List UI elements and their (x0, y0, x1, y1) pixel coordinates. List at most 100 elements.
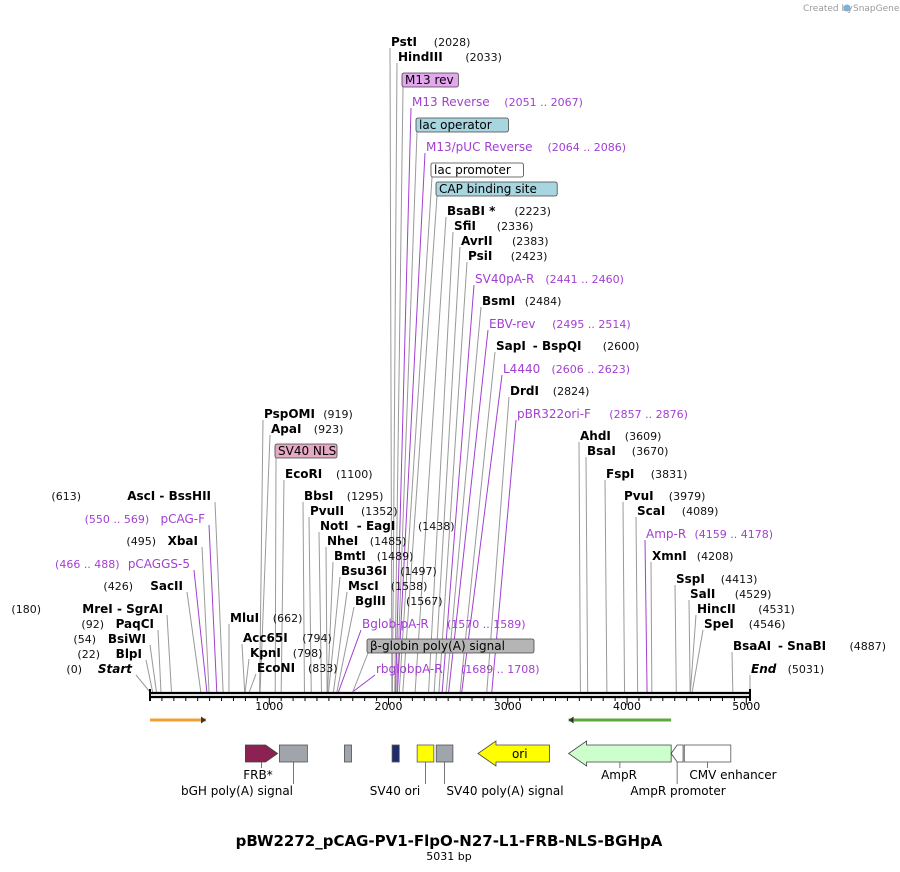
site-position: (54) (73, 633, 96, 646)
feature-box (401, 72, 459, 88)
feature-label: AmpR (601, 768, 637, 782)
feature-ampr-promoter (670, 744, 684, 763)
site-leader (445, 306, 482, 693)
feature-sv40-poly-a-signal (435, 744, 454, 763)
site-position: (923) (314, 423, 344, 436)
site-leader (201, 546, 210, 693)
site-leader (214, 501, 224, 693)
site-leader (433, 246, 461, 693)
primer-label: EBV-rev (489, 317, 535, 331)
site-position: (92) (81, 618, 104, 631)
feature-box (430, 162, 524, 178)
site-label: SspI (676, 572, 705, 586)
site-position: (3609) (625, 430, 662, 443)
site-leader (280, 479, 285, 693)
site-label: SacII (150, 579, 183, 593)
site-leader (135, 674, 151, 693)
feature-box-leader (402, 195, 438, 693)
site-label: ApaI (271, 422, 301, 436)
axis-tick-label: 1000 (255, 700, 283, 713)
site-label: BsmI (482, 294, 515, 308)
site-position: (22) (77, 648, 100, 661)
site-position: (2383) (512, 235, 549, 248)
primer-label: rbglobpA-R (376, 662, 443, 676)
site-leader (428, 231, 454, 693)
site-position: (662) (273, 612, 303, 625)
primer-leader (395, 107, 412, 693)
site-position: (1100) (336, 468, 373, 481)
site-position: (4089) (682, 505, 719, 518)
feature-label: CMV enhancer (689, 768, 776, 782)
primer-position: (2441 .. 2460) (545, 273, 624, 286)
site-label: FspI (606, 467, 634, 481)
site-label: NotI (320, 519, 349, 533)
site-label: BlpI (116, 647, 142, 661)
axis-tick-label: 5000 (732, 700, 760, 713)
primer-label: L4440 (503, 362, 540, 376)
feature-label: AmpR promoter (630, 784, 725, 798)
axis-tick-label: 2000 (375, 700, 403, 713)
site-leader (731, 651, 734, 693)
feature-box (274, 443, 338, 459)
site-position: (1567) (406, 595, 443, 608)
site-leader (691, 629, 704, 693)
site-label: Bsu36I (341, 564, 387, 578)
map-subtitle: 5031 bp (426, 850, 471, 863)
site-position: (4529) (735, 588, 772, 601)
site-label: EcoNI (257, 661, 295, 675)
site-label: BsaI (587, 444, 616, 458)
primer-label: pCAG-F (160, 512, 205, 526)
map-title: pBW2272_pCAG-PV1-FlpO-N27-L1-FRB-NLS-BGH… (236, 832, 663, 850)
site-label: SfiI (454, 219, 476, 233)
site-position: (4208) (697, 550, 734, 563)
site-position: (794) (302, 632, 332, 645)
site-leader (166, 614, 172, 693)
site-labels: PstI (2028)HindIII (2033) BsaBI * (2223) SfiI… (11, 35, 886, 676)
site-leader (302, 501, 305, 693)
site-label: PsiI (468, 249, 492, 263)
primer-leader (396, 152, 426, 693)
site-leader (308, 516, 312, 693)
site-label: Acc65I (243, 631, 288, 645)
feature-label: bGH poly(A) signal (181, 784, 293, 798)
site-position: (1538) (391, 580, 428, 593)
primer-label: pCAGGS-5 (128, 557, 190, 571)
site-label: AhdI (580, 429, 611, 443)
site-leader (336, 606, 355, 693)
feature-box-label: β-globin poly(A) signal (370, 639, 505, 653)
primer-label: pBR322ori-F (517, 407, 591, 421)
site-leader (259, 434, 271, 693)
site-label-secondary: - EagI (357, 519, 396, 533)
site-label: ScaI (637, 504, 665, 518)
site-position: (2423) (511, 250, 548, 263)
site-label: MscI (348, 579, 379, 593)
site-position: (2600) (603, 340, 640, 353)
site-leader (318, 531, 322, 693)
site-position: (1485) (370, 535, 407, 548)
orf-right-head (568, 716, 574, 724)
site-position: (833) (308, 662, 338, 675)
site-leader (674, 584, 677, 693)
feature-label: FRB* (243, 768, 272, 782)
site-label: BsaAI (733, 639, 771, 653)
site-position: (180) (11, 603, 41, 616)
site-position: (2033) (465, 51, 502, 64)
feature-box-label: lac operator (419, 118, 492, 132)
primer-position: (4159 .. 4178) (695, 528, 774, 541)
feature-box-leader (352, 652, 369, 693)
feature-ori (477, 740, 550, 767)
feature-box-label: M13 rev (405, 73, 454, 87)
primer-position: (2051 .. 2067) (504, 96, 583, 109)
primer-position: (2857 .. 2876) (609, 408, 688, 421)
site-position: (4887) (850, 640, 887, 653)
site-label: Start (98, 662, 133, 676)
site-leader (414, 216, 447, 693)
snapgene-logo-icon (843, 4, 851, 12)
feature-box-leader (394, 86, 404, 693)
site-label: SalI (690, 587, 715, 601)
primer-position: (550 .. 569) (85, 513, 150, 526)
site-leader (578, 441, 581, 693)
feature-block-2 (343, 744, 352, 763)
feature-sv40-ori (416, 744, 435, 763)
site-label-secondary: - SnaBI (778, 639, 826, 653)
